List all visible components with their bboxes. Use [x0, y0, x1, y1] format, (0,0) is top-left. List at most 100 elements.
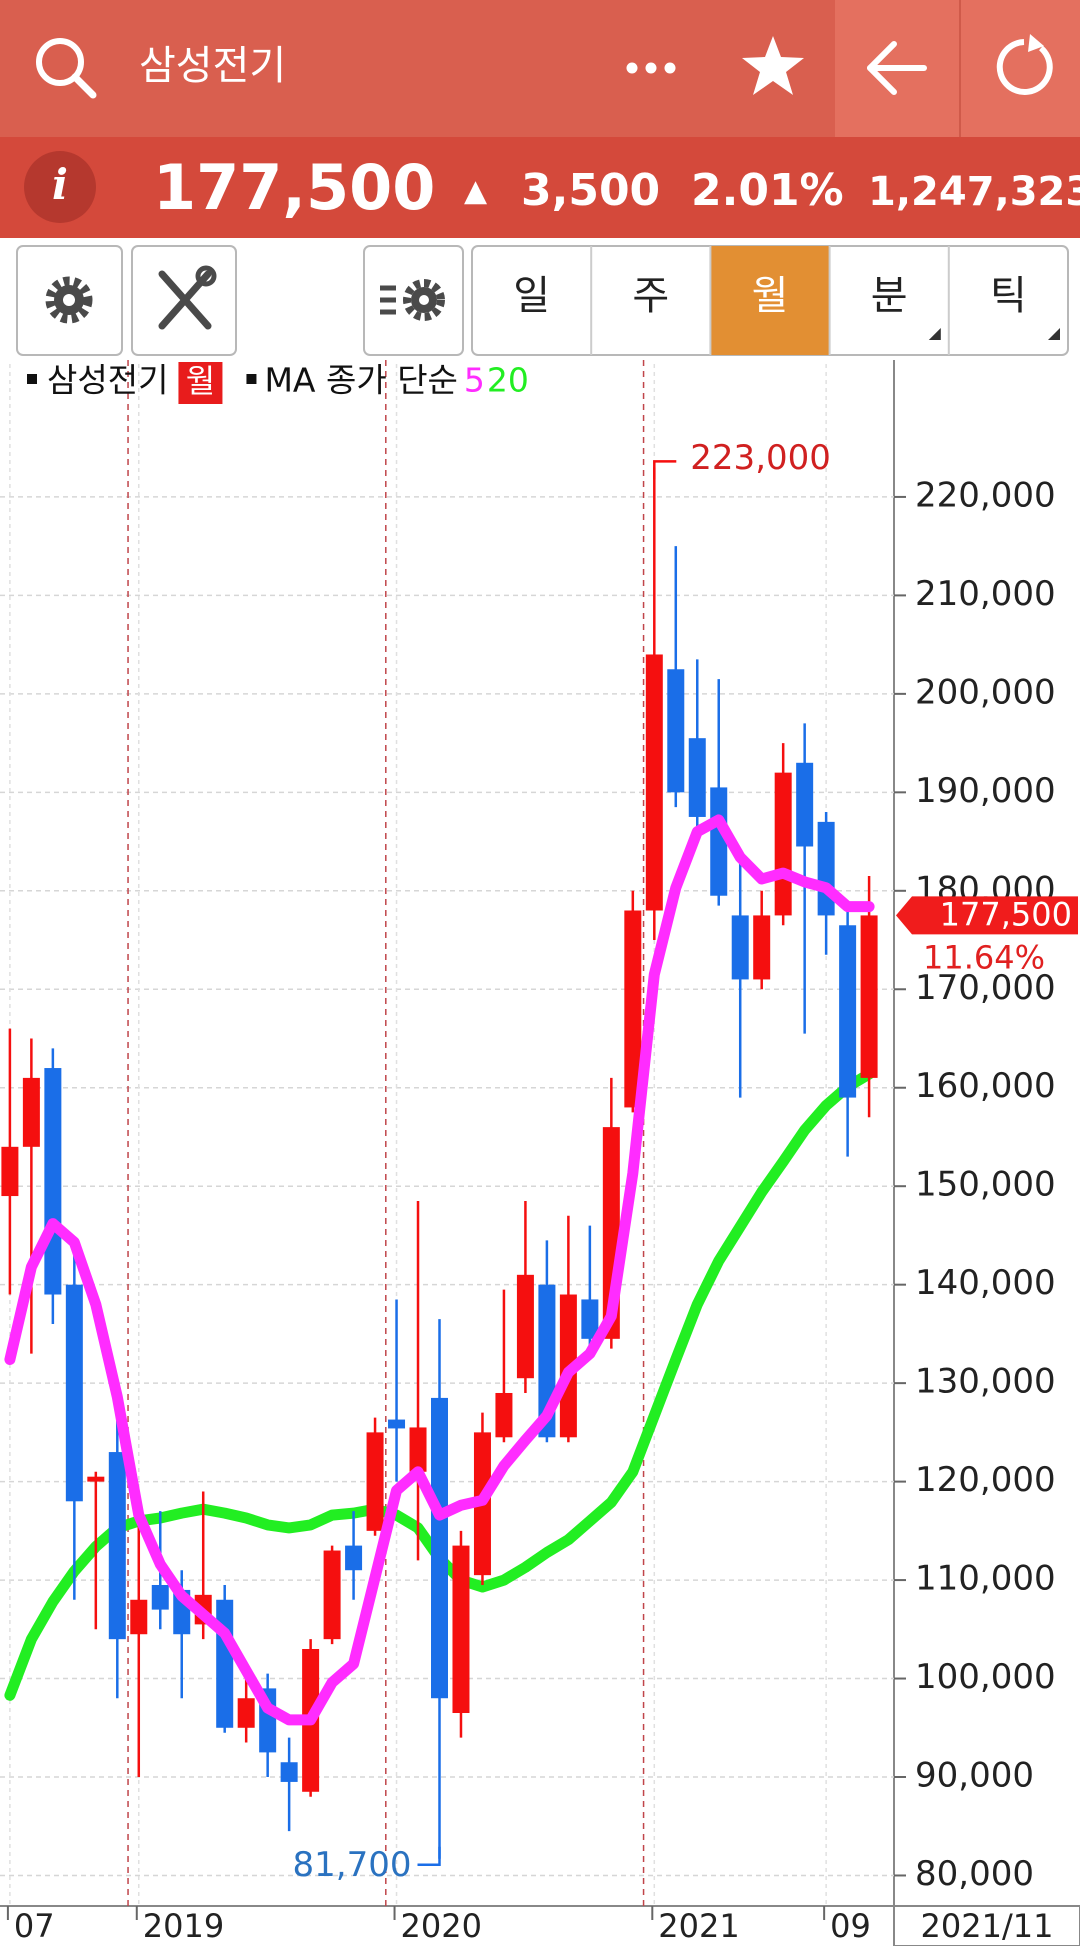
y-tick-label: 130,000 — [915, 1362, 1056, 1402]
candle — [1, 1028, 19, 1295]
price: 177,500 — [153, 151, 435, 224]
period-tab[interactable]: 틱 — [947, 246, 1060, 355]
info-icon: i — [52, 160, 68, 209]
candle — [839, 905, 857, 1157]
change: 3,500 — [521, 165, 660, 216]
y-tick-label: 110,000 — [915, 1559, 1056, 1599]
y-tick-label: 90,000 — [915, 1756, 1034, 1796]
candle-body — [667, 669, 685, 793]
candle-body — [280, 1762, 298, 1782]
candle — [87, 1471, 105, 1630]
info-button[interactable] — [24, 151, 96, 223]
candle-body — [87, 1476, 105, 1482]
high-marker-label: 223,000 — [690, 438, 831, 478]
period-tab[interactable]: 월 — [709, 246, 830, 355]
candle — [108, 1412, 126, 1699]
candle-body — [237, 1698, 255, 1728]
low-marker-label: 81,700 — [293, 1845, 412, 1885]
candle — [559, 1215, 577, 1443]
tab-label: 분 — [871, 273, 908, 319]
candle-body — [645, 654, 663, 911]
chart: 80,000 90,000 100,000 110,000 120,000 130,000… — [0, 360, 1080, 1946]
dot — [664, 62, 676, 74]
price-tag-label: 177,500 — [940, 895, 1072, 933]
candle — [860, 876, 878, 1118]
tools-icon — [195, 265, 217, 287]
y-tick-label: 150,000 — [915, 1165, 1056, 1205]
legend-badge: 월 — [186, 362, 215, 400]
period-tab[interactable]: 분 — [828, 246, 941, 355]
candle-body — [688, 738, 706, 817]
candle-body — [731, 915, 749, 980]
y-tick-label: 100,000 — [915, 1657, 1056, 1697]
candle — [345, 1511, 363, 1600]
candle-body — [817, 821, 835, 916]
candle — [323, 1545, 341, 1645]
tab-label: 일 — [513, 273, 550, 319]
refresh-icon — [1028, 34, 1044, 52]
candle-body — [431, 1397, 448, 1699]
candle — [22, 1038, 40, 1354]
search-icon — [36, 38, 84, 86]
x-tick-label: 2020 — [401, 1907, 482, 1945]
legend-label: 20 — [487, 361, 529, 400]
volume: 1,247,323 — [868, 169, 1080, 215]
tab-label: 틱 — [990, 273, 1027, 319]
candle — [710, 679, 728, 906]
candle — [624, 890, 642, 1113]
x-tick-label: 09 — [830, 1907, 871, 1945]
candle-body — [710, 787, 728, 896]
candle-body — [22, 1077, 40, 1147]
gear-icon — [45, 276, 93, 324]
candle — [388, 1299, 406, 1482]
more-button[interactable] — [626, 62, 676, 74]
candle — [44, 1048, 62, 1325]
tools-button[interactable] — [131, 245, 237, 356]
candle-body — [624, 910, 642, 1108]
legend-label: 5 — [464, 361, 485, 400]
refresh-icon — [996, 39, 1053, 95]
x-tick-label: 2021 — [658, 1907, 739, 1945]
config-icon — [403, 279, 445, 321]
y-tick-label: 80,000 — [915, 1854, 1034, 1894]
dot — [626, 62, 638, 74]
candle-body — [151, 1584, 169, 1610]
candle-body — [495, 1392, 513, 1438]
search-button[interactable] — [36, 38, 97, 99]
y-tick-label: 200,000 — [915, 672, 1056, 712]
candle — [753, 890, 771, 990]
indicator-settings-button[interactable] — [363, 245, 464, 356]
search-icon — [71, 73, 97, 99]
candle-body — [774, 772, 792, 916]
candle — [237, 1673, 255, 1743]
candle-body — [323, 1550, 341, 1640]
period-tab[interactable]: 일 — [513, 273, 550, 319]
candle — [731, 856, 749, 1098]
back-button[interactable] — [867, 41, 927, 95]
candle-body — [753, 915, 771, 980]
tab-label: 월 — [752, 273, 789, 319]
period-tab[interactable]: 주 — [590, 246, 669, 355]
change-arrow: ▲ — [464, 174, 487, 209]
favorite-button[interactable] — [742, 36, 804, 95]
refresh-button[interactable] — [996, 34, 1053, 95]
candle — [688, 659, 706, 832]
y-tick-label: 210,000 — [915, 574, 1056, 614]
settings-button[interactable] — [16, 245, 123, 356]
candle — [409, 1200, 427, 1561]
candle-body — [452, 1545, 470, 1714]
gear-icon — [63, 294, 75, 306]
config-icon — [419, 295, 429, 305]
candle-body — [581, 1299, 599, 1339]
legend-ma-label: MA 종가 단순 — [264, 361, 457, 400]
active-tab-bg — [710, 246, 830, 355]
candle-body — [388, 1419, 406, 1429]
y-tick-label: 190,000 — [915, 771, 1056, 811]
candle — [667, 546, 685, 808]
stock-title[interactable]: 삼성전기 — [139, 43, 286, 89]
cursor-date-box — [893, 1905, 1080, 1946]
candle-body — [860, 915, 878, 1078]
back-icon — [867, 41, 897, 95]
cursor-date: 2021/11 — [921, 1907, 1054, 1945]
